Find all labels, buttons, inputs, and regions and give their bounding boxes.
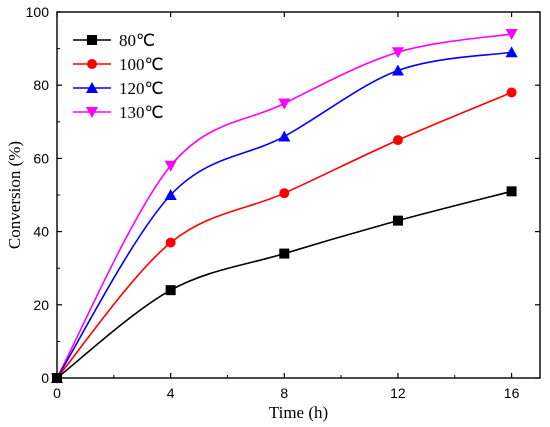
data-point xyxy=(164,160,177,172)
y-tick-label: 60 xyxy=(33,150,49,166)
series-80℃ xyxy=(52,186,517,383)
legend-item: 120℃ xyxy=(73,79,164,98)
series-120℃ xyxy=(51,46,518,383)
x-tick-label: 0 xyxy=(53,385,61,401)
series-line xyxy=(56,190,512,379)
data-point xyxy=(165,285,176,296)
legend-marker xyxy=(87,35,97,45)
legend-label: 130℃ xyxy=(119,103,164,122)
data-point xyxy=(279,248,290,259)
legend-label: 100℃ xyxy=(119,55,164,74)
x-axis-title: Time (h) xyxy=(269,403,328,422)
legend-item: 80℃ xyxy=(73,31,155,50)
data-point xyxy=(392,135,403,146)
y-tick-label: 40 xyxy=(33,224,49,240)
legend-item: 130℃ xyxy=(73,103,164,122)
data-point xyxy=(165,237,176,248)
x-tick-label: 8 xyxy=(280,385,288,401)
legend-marker xyxy=(87,59,97,69)
series-layer xyxy=(51,28,518,384)
series-line xyxy=(56,33,512,379)
data-point xyxy=(279,188,290,199)
legend-item: 100℃ xyxy=(73,55,164,74)
data-point xyxy=(278,98,291,110)
data-point xyxy=(505,46,518,58)
y-tick-label: 0 xyxy=(41,370,49,386)
legend-marker xyxy=(86,107,98,118)
data-point xyxy=(392,215,403,226)
data-point xyxy=(164,189,177,200)
data-point xyxy=(278,130,291,142)
y-axis-title: Conversion (%) xyxy=(5,141,24,249)
y-tick-label: 20 xyxy=(33,297,49,313)
legend: 80℃ 100℃ 120℃ 130℃ xyxy=(73,31,164,122)
data-point xyxy=(506,87,517,98)
data-point xyxy=(391,47,404,59)
data-point xyxy=(505,28,518,40)
y-tick-label: 80 xyxy=(33,77,49,93)
y-tick-label: 100 xyxy=(26,4,50,20)
legend-label: 80℃ xyxy=(119,31,155,50)
series-line xyxy=(56,51,512,379)
axes-layer: 0 4 8 12 16 0 20 40 60 80 100 xyxy=(26,4,541,401)
x-tick-label: 4 xyxy=(167,385,175,401)
data-point xyxy=(506,186,517,197)
data-point xyxy=(391,64,404,76)
legend-marker xyxy=(86,82,98,93)
legend-label: 120℃ xyxy=(119,79,164,98)
x-tick-label: 12 xyxy=(390,385,406,401)
x-tick-label: 16 xyxy=(504,385,520,401)
